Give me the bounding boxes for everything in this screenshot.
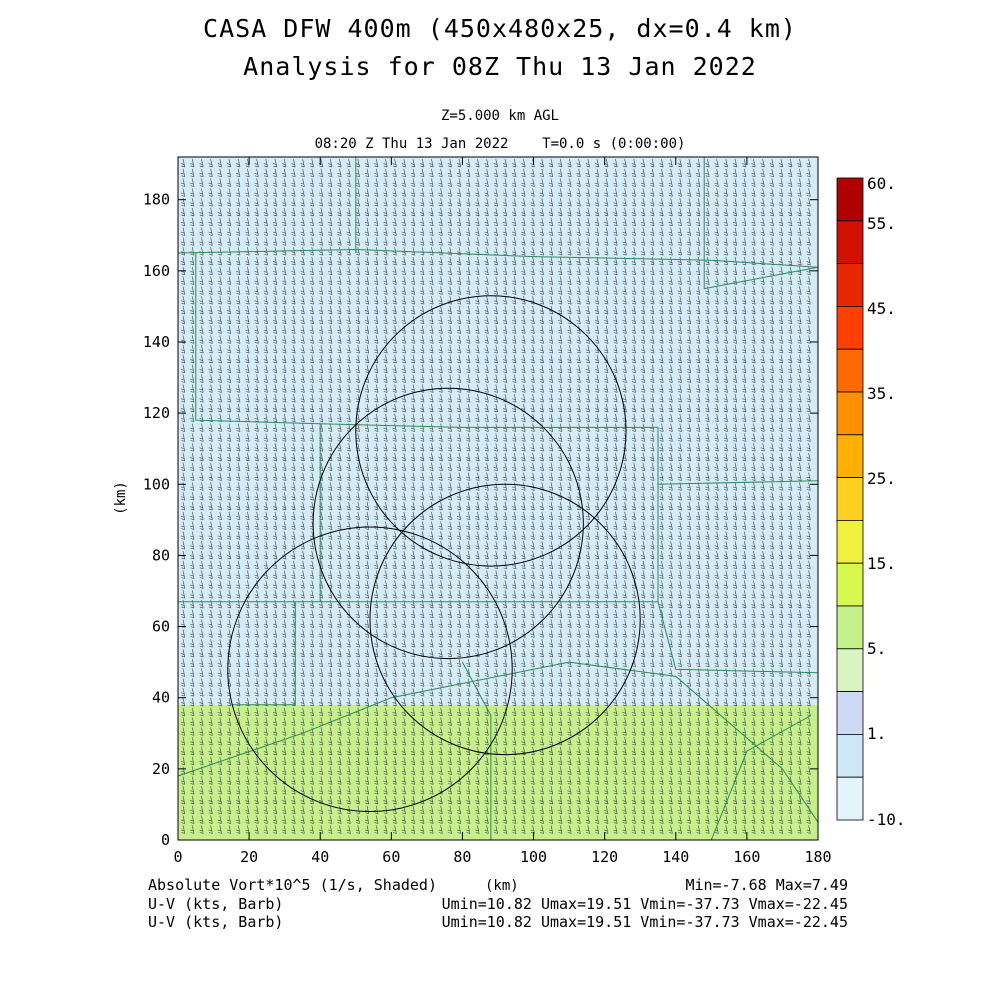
plot-background (178, 157, 818, 840)
colorbar-label-2: 45. (867, 299, 896, 318)
x-axis: 0 20 40 60 80 100 120 140 160 180 (173, 157, 832, 866)
colorbar-cell-6 (836, 434, 864, 478)
colorbar-cell-8 (836, 520, 864, 564)
colorbar-cell-9 (836, 562, 864, 607)
y-tick-label-80: 80 (152, 546, 170, 564)
x-tick-label-160: 160 (733, 848, 760, 866)
colorbar-cell-14 (836, 776, 864, 821)
footer-variable-1: Absolute Vort*10^5 (1/s, Shaded) (148, 876, 437, 894)
x-tick-label-20: 20 (240, 848, 258, 866)
y-tick-label-100: 100 (143, 475, 170, 493)
y-tick-label-0: 0 (161, 831, 170, 849)
colorbar-cell-7 (836, 477, 864, 521)
y-tick-label-60: 60 (152, 618, 170, 636)
county-border-7 (703, 157, 819, 290)
footer-stats-3: Umin=10.82 Umax=19.51 Vmin=-37.73 Vmax=-… (441, 913, 848, 931)
colorbar-cell-12 (836, 691, 864, 735)
x-tick-label-180: 180 (804, 848, 831, 866)
radar-ring-1 (312, 387, 584, 660)
footer-stats-2: Umin=10.82 Umax=19.51 Vmin=-37.73 Vmax=-… (441, 895, 848, 913)
colorbar-cell-3 (836, 305, 864, 350)
wind-barb-field (180, 158, 811, 834)
y-axis: 0 20 40 60 80 100 120 140 160 180 (143, 191, 818, 849)
x-tick-label-60: 60 (382, 848, 400, 866)
county-border-0 (177, 248, 819, 268)
county-border-8 (177, 661, 819, 823)
y-tick-label-40: 40 (152, 689, 170, 707)
county-border-5 (657, 601, 819, 674)
county-border-11 (710, 715, 812, 841)
radar-ring-3 (227, 526, 513, 813)
colorbar-cell-11 (836, 648, 864, 692)
colorbar-label-4: 25. (867, 469, 896, 488)
x-tick-label-80: 80 (453, 848, 471, 866)
title-line-2: Analysis for 08Z Thu 13 Jan 2022 (243, 52, 757, 81)
county-border-9 (461, 661, 492, 840)
plot-frame-border (177, 156, 819, 841)
x-tick-label-100: 100 (520, 848, 547, 866)
colorbar-label-7: 1. (867, 724, 886, 743)
y-axis-label: (km) (112, 481, 129, 515)
x-tick-label-140: 140 (662, 848, 689, 866)
y-tick-label-180: 180 (143, 191, 170, 209)
footer-variable-3: U-V (kts, Barb) (148, 913, 284, 931)
colorbar-label-1: 55. (867, 214, 896, 233)
time-label: 08:20 Z Thu 13 Jan 2022 T=0.0 s (0:00:00… (314, 136, 686, 152)
level-label: Z=5.000 km AGL (440, 108, 559, 124)
footer-minmax: Min=-7.68 Max=7.49 (685, 876, 848, 894)
colorbar-label-5: 15. (867, 554, 896, 573)
y-tick-label-160: 160 (143, 262, 170, 280)
colorbar-label-0: 60. (867, 174, 896, 193)
x-tick-label-0: 0 (173, 848, 182, 866)
colorbar-cell-4 (836, 348, 864, 393)
title-line-1: CASA DFW 400m (450x480x25, dx=0.4 km) (203, 14, 797, 43)
colorbar-label-6: 5. (867, 639, 886, 658)
y-tick-label-20: 20 (152, 760, 170, 778)
y-tick-label-120: 120 (143, 404, 170, 422)
colorbar-cell-5 (836, 391, 864, 436)
colorbar-cell-0 (836, 177, 864, 222)
county-borders (177, 157, 819, 841)
x-tick-label-40: 40 (311, 848, 329, 866)
colorbar-label-8: -10. (867, 810, 906, 829)
colorbar-label-3: 35. (867, 384, 896, 403)
y-tick-label-140: 140 (143, 333, 170, 351)
colorbar: 60. 55. 45. 35. 25. 15. 5. 1. -10. (836, 174, 906, 829)
colorbar-cell-2 (836, 263, 864, 307)
radar-ring-2 (369, 483, 641, 756)
county-border-4 (657, 427, 819, 485)
radar-rings (227, 295, 641, 813)
colorbar-cell-13 (836, 734, 864, 778)
county-border-10 (231, 601, 296, 706)
colorbar-cell-1 (836, 220, 864, 265)
footer-variable-2: U-V (kts, Barb) (148, 895, 284, 913)
x-tick-label-120: 120 (591, 848, 618, 866)
colorbar-cell-10 (836, 605, 864, 650)
plot-frame (177, 156, 819, 841)
radar-ring-0 (355, 295, 627, 567)
footer-x-unit: (km) (485, 878, 519, 894)
wind-barbs (180, 158, 811, 834)
